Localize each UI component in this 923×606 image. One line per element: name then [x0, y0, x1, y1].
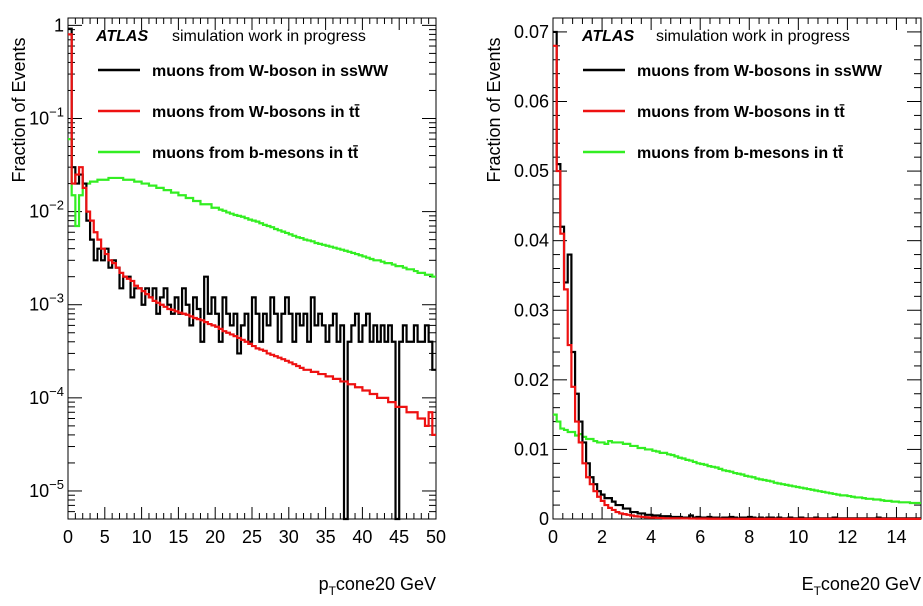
x-tick-label: 50	[426, 527, 446, 547]
y-tick-label: 0.05	[514, 161, 549, 181]
left-x-label-main: p	[319, 574, 329, 594]
y-tick-label: 0.02	[514, 370, 549, 390]
y-tick-label: 0.06	[514, 92, 549, 112]
x-tick-label: 5	[100, 527, 110, 547]
left-x-label-sub: T	[329, 584, 337, 598]
y-tick-label: 10−4	[29, 384, 64, 408]
y-tick-label: 10−1	[29, 104, 64, 128]
y-tick-label: 10−2	[29, 198, 64, 222]
left-atlas-label: ATLAS simulation work in progress	[95, 28, 366, 45]
x-tick-label: 40	[352, 527, 372, 547]
legend-entry-label: muons from b-mesons in tt̄	[152, 144, 359, 162]
y-tick-label: 10−3	[29, 291, 64, 315]
left-atlas-text: simulation work in progress	[172, 28, 366, 45]
x-tick-label: 35	[316, 527, 336, 547]
y-tick-label: 10−5	[29, 477, 64, 501]
y-tick-label: 0.01	[514, 439, 549, 459]
right-legend: muons from W-bosons in ssWW muons from W-…	[583, 63, 883, 162]
x-tick-label: 8	[744, 527, 754, 547]
right-panel: 0 2 4 6 8 10 12 14 0 0.01 0.02 0.03 0.04 0.05 0.06 0.07…	[484, 17, 922, 598]
y-tick-label: 0	[539, 509, 549, 529]
x-tick-label: 15	[168, 527, 188, 547]
right-atlas-brand: ATLAS	[581, 28, 634, 45]
right-atlas-label: ATLAS simulation work in progress	[581, 28, 850, 45]
x-tick-label: 12	[837, 527, 857, 547]
left-atlas-brand: ATLAS	[95, 28, 148, 45]
x-tick-label: 14	[886, 527, 906, 547]
series-tt_w	[553, 44, 921, 520]
x-tick-label: 20	[205, 527, 225, 547]
x-tick-label: 0	[63, 527, 73, 547]
left-panel: 0 5 10 15 20 25 30 35 40 45 50 1 10−1 10−2 10−3 10−4 10−…	[9, 15, 446, 598]
x-tick-label: 0	[548, 527, 558, 547]
y-tick-label: 0.03	[514, 300, 549, 320]
series-ssww	[68, 27, 436, 521]
legend-entry-label: muons from W-bosons in ssWW	[637, 63, 883, 80]
right-series	[553, 30, 921, 520]
x-tick-label: 10	[788, 527, 808, 547]
left-tick-labels: 0 5 10 15 20 25 30 35 40 45 50 1 10−1 10−2 10−3 10−4 10−…	[29, 15, 446, 547]
y-tick-label: 1	[54, 15, 64, 35]
right-atlas-text: simulation work in progress	[656, 28, 850, 45]
series-tt_b	[68, 138, 436, 278]
x-tick-label: 2	[597, 527, 607, 547]
right-tick-labels: 0 2 4 6 8 10 12 14 0 0.01 0.02 0.03 0.04 0.05 0.06 0.07	[514, 22, 907, 547]
x-tick-label: 10	[132, 527, 152, 547]
x-tick-label: 6	[695, 527, 705, 547]
right-x-axis-label: ETcone20 GeV	[802, 574, 921, 598]
right-y-axis-label: Fraction of Events	[484, 37, 504, 182]
left-x-axis-label: pTcone20 GeV	[319, 574, 436, 598]
right-x-label-rest: cone20 GeV	[821, 574, 921, 594]
x-tick-label: 4	[646, 527, 656, 547]
series-tt_w	[68, 33, 436, 437]
legend-entry-label: muons from W-bosons in tt̄	[637, 103, 845, 121]
right-x-label-sub: T	[814, 584, 822, 598]
y-tick-label: 0.04	[514, 231, 549, 251]
x-tick-label: 25	[242, 527, 262, 547]
x-tick-label: 30	[279, 527, 299, 547]
series-tt_b	[553, 413, 921, 505]
left-legend: muons from W-boson in ssWW muons from W-b…	[98, 63, 389, 162]
left-x-label-rest: cone20 GeV	[336, 574, 436, 594]
legend-entry-label: muons from W-bosons in tt̄	[152, 103, 360, 121]
x-tick-label: 45	[389, 527, 409, 547]
legend-entry-label: muons from b-mesons in tt̄	[637, 144, 844, 162]
left-series	[68, 27, 436, 521]
legend-entry-label: muons from W-boson in ssWW	[152, 63, 389, 80]
left-y-axis-label: Fraction of Events	[9, 37, 29, 182]
right-x-label-main: E	[802, 574, 814, 594]
y-tick-label: 0.07	[514, 22, 549, 42]
